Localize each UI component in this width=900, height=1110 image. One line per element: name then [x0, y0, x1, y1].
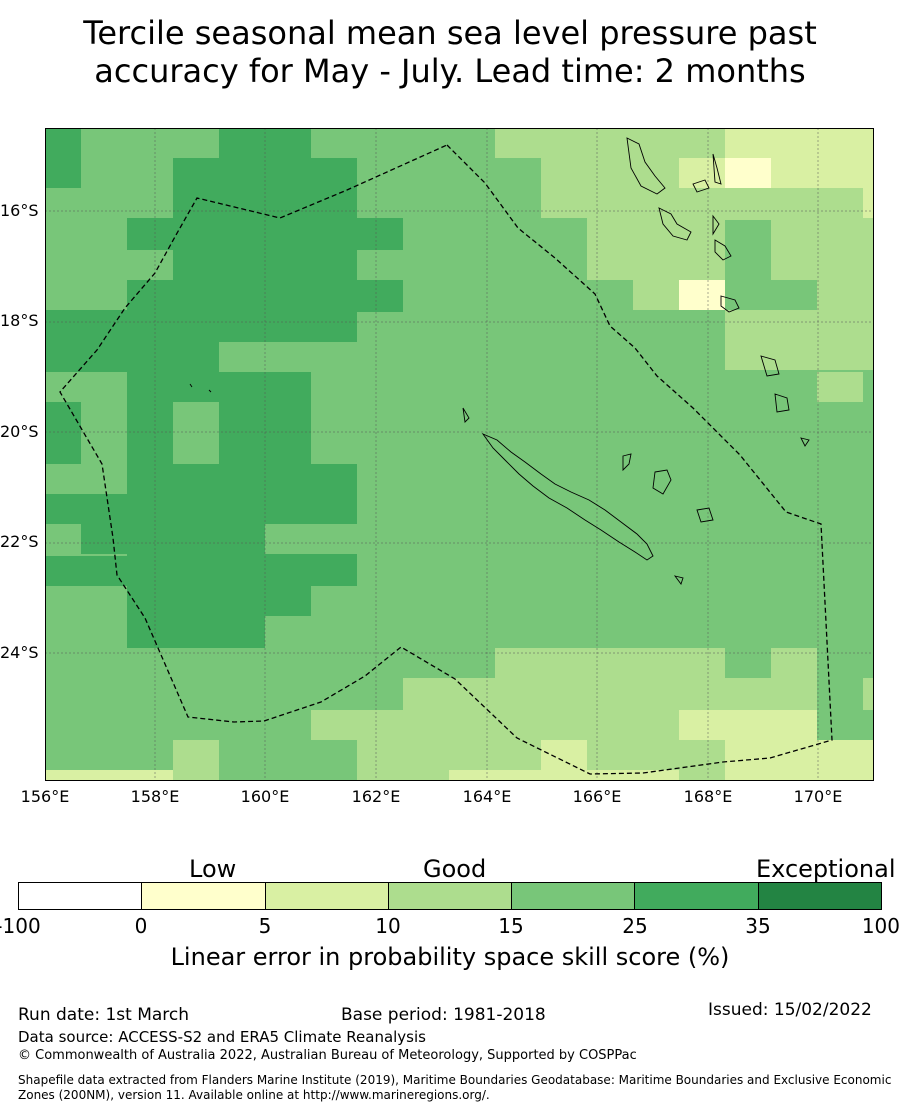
colorbar-tick: 10: [375, 914, 401, 938]
lon-label-160e: 160°E: [240, 787, 290, 806]
category-low: Low: [189, 855, 237, 883]
skill-cells-25-35: [45, 128, 403, 648]
lon-label-170e: 170°E: [793, 787, 843, 806]
data-source: Data source: ACCESS-S2 and ERA5 Climate …: [18, 1028, 426, 1046]
skill-map: [45, 128, 873, 780]
colorbar-segment: [512, 883, 636, 909]
small-islets: [189, 383, 810, 585]
map-canvas: [45, 128, 873, 780]
new-caledonia: [481, 432, 654, 561]
colorbar-tick: 0: [134, 914, 148, 938]
loyalty-islands: [622, 453, 714, 523]
islands: [189, 137, 810, 585]
lat-label-20s: 20°S: [0, 422, 39, 441]
shapefile-credit-line-2: Zones (200NM), version 11. Available onl…: [18, 1088, 490, 1102]
shapefile-credit-line-1: Shapefile data extracted from Flanders M…: [18, 1073, 892, 1087]
colorbar-tick: 5: [258, 914, 272, 938]
colorbar-segment: [758, 883, 881, 909]
lat-label-16s: 16°S: [0, 201, 39, 220]
issued-date: Issued: 15/02/2022: [708, 1000, 872, 1020]
lon-label-156e: 156°E: [20, 787, 70, 806]
skill-cells-0-5: [679, 158, 771, 310]
eez-boundary: [59, 144, 833, 775]
lon-label-162e: 162°E: [351, 787, 401, 806]
lon-label-168e: 168°E: [683, 787, 733, 806]
base-period: Base period: 1981-2018: [341, 1005, 546, 1025]
vanuatu: [626, 137, 790, 413]
title-line-1: Tercile seasonal mean sea level pressure…: [83, 14, 817, 52]
lon-label-166e: 166°E: [572, 787, 622, 806]
figure-title: Tercile seasonal mean sea level pressure…: [0, 14, 900, 90]
copyright: © Commonwealth of Australia 2022, Austra…: [18, 1048, 637, 1063]
lat-label-22s: 22°S: [0, 532, 39, 551]
colorbar-tick: 25: [622, 914, 648, 938]
colorbar-segment: [142, 883, 266, 909]
lat-label-18s: 18°S: [0, 311, 39, 330]
colorbar-segment: [19, 883, 143, 909]
lat-label-24s: 24°S: [0, 643, 39, 662]
lon-label-158e: 158°E: [130, 787, 180, 806]
colorbar-title: Linear error in probability space skill …: [170, 943, 730, 971]
colorbar-tick: 15: [498, 914, 524, 938]
lon-label-164e: 164°E: [462, 787, 512, 806]
category-exceptional: Exceptional: [756, 855, 896, 883]
gridlines: [45, 128, 873, 780]
category-good: Good: [423, 855, 487, 883]
colorbar: [18, 882, 882, 910]
colorbar-segment: [388, 883, 513, 909]
colorbar-segment: [635, 883, 759, 909]
colorbar-tick: 100: [861, 914, 900, 938]
run-date: Run date: 1st March: [18, 1005, 190, 1025]
colorbar-tick: 35: [745, 914, 771, 938]
colorbar-segment: [265, 883, 389, 909]
colorbar-tick: -100: [0, 914, 41, 938]
title-line-2: accuracy for May - July. Lead time: 2 mo…: [94, 52, 806, 90]
